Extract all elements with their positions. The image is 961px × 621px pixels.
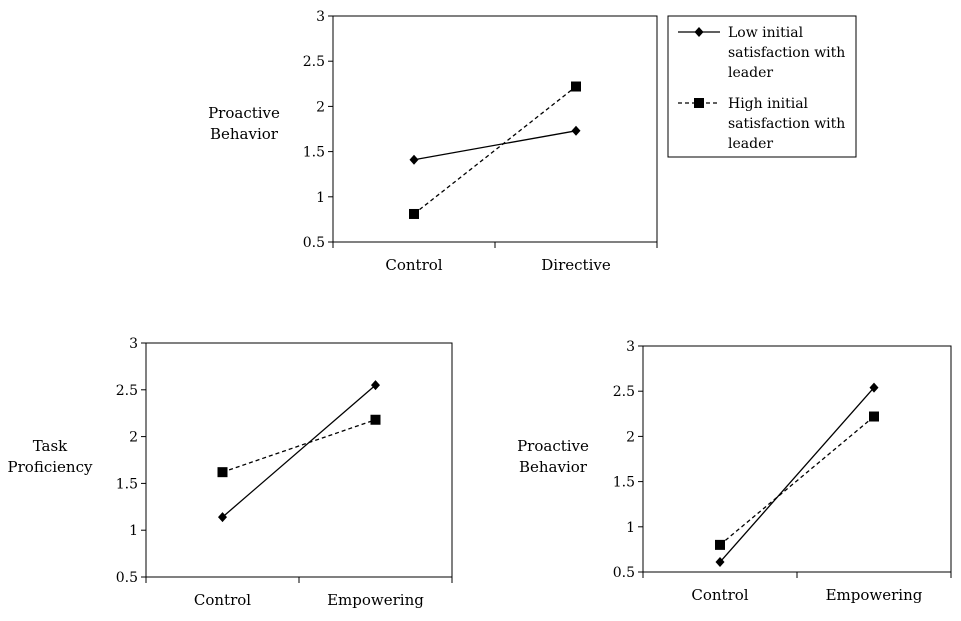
data-point-high-directive — [571, 81, 581, 92]
y-tick-label: 1 — [316, 190, 325, 206]
legend-box — [667, 15, 857, 158]
y-tick-label: 1 — [129, 523, 138, 539]
data-point-low-control — [715, 557, 725, 568]
legend-entry-text: satisfaction with — [728, 116, 845, 132]
x-category-label: Control — [194, 591, 251, 609]
chart-top-directive: 0.5 1 1.5 2 2.5 3 Control Directive Proactive Beh… — [208, 9, 658, 274]
legend-entry-text: leader — [728, 65, 773, 81]
series-line-low-satisfaction — [413, 130, 577, 161]
legend-entry-text: High initial — [728, 96, 809, 112]
data-point-low-control — [409, 154, 419, 165]
data-point-high-empowering — [370, 414, 381, 425]
x-category-label: Control — [691, 586, 748, 604]
legend-entry-text: leader — [728, 136, 773, 152]
x-category-label: Empowering — [826, 586, 923, 604]
y-tick-label: 2 — [626, 429, 635, 445]
y-tick-label: 0.5 — [613, 565, 635, 581]
y-tick-label: 3 — [129, 336, 138, 352]
y-tick-label: 1 — [626, 520, 635, 536]
y-tick-label: 2 — [316, 99, 325, 115]
plot-frame — [332, 15, 658, 243]
plot-frame — [145, 342, 453, 578]
y-tick-label: 1.5 — [303, 145, 325, 161]
data-point-high-control — [409, 208, 419, 219]
data-point-low-empowering — [371, 380, 380, 391]
y-tick-label: 1.5 — [116, 476, 138, 492]
legend-entry-text: satisfaction with — [728, 45, 845, 61]
series-line-high-satisfaction — [719, 416, 875, 546]
x-category-label: Directive — [541, 256, 611, 274]
y-axis-label: Task Proficiency — [8, 437, 93, 476]
legend-entry-text: Low initial — [728, 25, 804, 41]
legend-marker-square — [694, 98, 704, 108]
y-tick-label: 2.5 — [303, 54, 325, 70]
data-point-low-control — [218, 512, 227, 523]
data-point-high-empowering — [869, 411, 879, 422]
chart-bottom-left-task-proficiency: 0.5 1 1.5 2 2.5 3 Control Empowering Task Profici… — [8, 336, 453, 609]
data-point-high-control — [715, 539, 725, 550]
y-axis-label: Proactive Behavior — [208, 104, 280, 143]
x-category-label: Control — [385, 256, 442, 274]
y-tick-label: 2.5 — [613, 384, 635, 400]
plot-frame — [642, 345, 952, 573]
y-tick-label: 1.5 — [613, 475, 635, 491]
y-axis-label: Proactive Behavior — [517, 437, 589, 476]
x-category-label: Empowering — [327, 591, 424, 609]
chart-bottom-right-proactive-behavior: 0.5 1 1.5 2 2.5 3 Control Empowering Proactive Be… — [517, 339, 952, 604]
y-tick-label: 3 — [316, 9, 325, 25]
y-tick-label: 0.5 — [303, 235, 325, 251]
y-tick-label: 3 — [626, 339, 635, 355]
y-tick-label: 2.5 — [116, 383, 138, 399]
data-point-high-control — [217, 467, 228, 478]
data-point-low-directive — [571, 125, 581, 136]
series-line-high-satisfaction — [413, 86, 577, 215]
series-line-high-satisfaction — [222, 419, 376, 473]
series-line-low-satisfaction — [719, 387, 875, 563]
data-point-low-empowering — [869, 382, 879, 393]
y-tick-label: 2 — [129, 430, 138, 446]
legend: Low initial satisfaction with leader High i… — [667, 15, 857, 158]
y-tick-label: 0.5 — [116, 570, 138, 586]
legend-marker-diamond — [694, 27, 704, 37]
series-line-low-satisfaction — [222, 384, 376, 518]
